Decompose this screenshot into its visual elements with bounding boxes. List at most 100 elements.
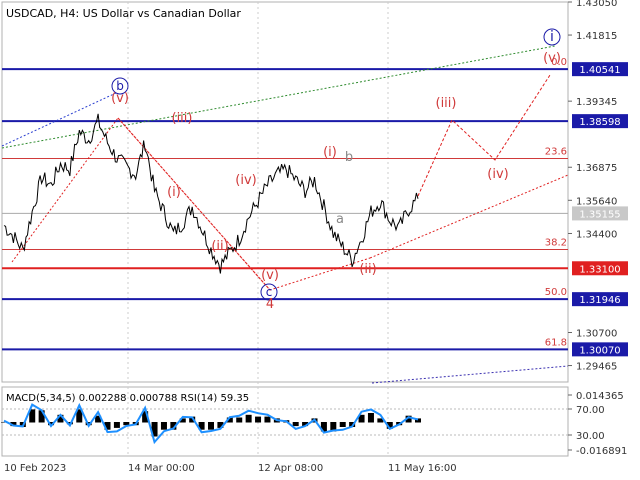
macd-histogram-bar bbox=[358, 414, 365, 423]
indicator-axis-label: 30.00 bbox=[576, 431, 605, 442]
macd-histogram-bar bbox=[330, 422, 337, 432]
price-label-text: 1.40541 bbox=[579, 65, 620, 76]
wave-label: (v) bbox=[543, 51, 561, 66]
price-label-text: 1.38598 bbox=[579, 117, 620, 128]
macd-histogram-bar bbox=[38, 410, 45, 423]
time-axis: 10 Feb 2023 14 Mar 00:00 12 Apr 08:00 11 Ma… bbox=[4, 463, 457, 474]
macd-histogram-bar bbox=[198, 422, 205, 430]
wave-label: (iii) bbox=[172, 111, 193, 126]
indicator-axis-label: 70.00 bbox=[576, 405, 605, 416]
macd-histogram-bar bbox=[415, 418, 421, 423]
wave-label: (i) bbox=[167, 185, 181, 200]
macd-histogram-bar bbox=[1, 422, 7, 423]
indicator-axis-label: 0.014365 bbox=[576, 391, 624, 402]
macd-histogram-bar bbox=[245, 414, 252, 423]
price-label-badge bbox=[572, 292, 628, 307]
price-axis-tick-label: 1.30700 bbox=[576, 328, 617, 339]
macd-histogram-bar bbox=[142, 411, 149, 423]
chart-title: USDCAD, H4: US Dollar vs Canadian Dollar bbox=[6, 7, 241, 20]
price-axis-tick-label: 1.35640 bbox=[576, 196, 617, 207]
fib-level-label: 38.2 bbox=[545, 238, 567, 249]
price-axis-tick-label: 1.36875 bbox=[576, 163, 617, 174]
price-axis: 1.43050 1.41815 1.39345 1.36875 1.35640 1.344… bbox=[568, 0, 617, 373]
wave-label: (iv) bbox=[235, 173, 256, 188]
projection-line bbox=[417, 74, 551, 197]
macd-histogram-bar bbox=[320, 422, 327, 432]
macd-histogram-bar bbox=[405, 415, 412, 423]
macd-histogram-bar bbox=[292, 422, 299, 427]
main-panel bbox=[1, 1, 569, 383]
wave-label: b bbox=[345, 150, 353, 165]
macd-histogram-bar bbox=[339, 422, 346, 427]
time-axis-label: 10 Feb 2023 bbox=[4, 463, 66, 474]
price-label-text: 1.30070 bbox=[579, 345, 620, 356]
wave-structure-line bbox=[11, 117, 371, 291]
green-channel-line bbox=[1, 45, 556, 149]
lower-channel-line bbox=[371, 365, 569, 384]
wave-label: (i) bbox=[323, 145, 337, 160]
price-series bbox=[3, 113, 419, 274]
wave-label: (v) bbox=[111, 91, 129, 106]
macd-histogram-bar bbox=[104, 422, 111, 430]
macd-histogram-bar bbox=[377, 418, 384, 423]
wave-label: c bbox=[266, 285, 273, 299]
macd-histogram-bar bbox=[170, 422, 177, 430]
macd-signal-line bbox=[3, 402, 419, 445]
time-axis-label: 14 Mar 00:00 bbox=[128, 463, 195, 474]
fib-level-label: 0.0 bbox=[551, 57, 567, 68]
wave-label-circle bbox=[543, 28, 561, 46]
macd-histogram-bar bbox=[302, 422, 309, 427]
price-label-text: 1.35155 bbox=[579, 209, 620, 220]
macd-histogram-bar bbox=[367, 413, 374, 423]
indicator-graph: 0.014365 70.00 30.00 -0.016891 bbox=[1, 391, 627, 457]
macd-histogram-bar bbox=[264, 416, 271, 423]
wave-label-circle bbox=[111, 77, 129, 95]
wave-label: (iii) bbox=[436, 96, 457, 111]
wave-label: b bbox=[116, 79, 124, 93]
fib-level-label: 23.6 bbox=[545, 147, 567, 158]
macd-histogram-bar bbox=[123, 422, 130, 426]
indicator-axis-label: -0.016891 bbox=[576, 446, 627, 457]
price-axis-tick-label: 1.29465 bbox=[576, 362, 617, 373]
fib-level-label: 61.8 bbox=[545, 337, 567, 348]
trend-lines bbox=[1, 45, 569, 384]
price-axis-tick-label: 1.41815 bbox=[576, 31, 617, 42]
wave-label: a bbox=[336, 212, 344, 227]
wave-label: (iv) bbox=[487, 167, 508, 182]
indicator-label: MACD(5,34,5) 0.002288 0.000788 RSI(14) 5… bbox=[6, 393, 249, 404]
horizontal-levels: 0.0 1.40541 1.38598 23.6 1.35155 38.2 1.33100 5… bbox=[2, 57, 628, 357]
macd-histogram-bar bbox=[76, 409, 83, 423]
macd-histogram-bar bbox=[217, 422, 224, 428]
macd-histogram-bar bbox=[386, 422, 393, 429]
wave-label: 4 bbox=[266, 297, 274, 312]
price-axis-tick-label: 1.43050 bbox=[576, 0, 617, 9]
wave-labels: i b c (v) (i) (ii) (iii) (iv) (i) (ii) (iii) (iv) (v… bbox=[111, 28, 561, 312]
price-label-badge bbox=[572, 62, 628, 77]
price-label-text: 1.31946 bbox=[579, 295, 620, 306]
macd-histogram-bar bbox=[10, 422, 17, 427]
projection-path bbox=[417, 74, 551, 197]
price-label-badge bbox=[572, 261, 628, 276]
macd-histogram-bar bbox=[255, 416, 262, 423]
macd-histogram-bar bbox=[236, 417, 243, 423]
macd-histogram-bar bbox=[208, 422, 214, 430]
grid-lines bbox=[127, 2, 389, 456]
time-axis-label: 12 Apr 08:00 bbox=[258, 463, 323, 474]
macd-histogram-bar bbox=[160, 422, 167, 430]
price-label-text: 1.33100 bbox=[579, 264, 620, 275]
wave-label: i bbox=[550, 29, 554, 45]
price-label-badge bbox=[572, 206, 628, 221]
macd-histogram-bar bbox=[179, 418, 186, 423]
price-line bbox=[3, 113, 419, 274]
wave-label: (ii) bbox=[211, 239, 228, 254]
wave-label-circle bbox=[260, 283, 278, 301]
price-axis-tick-label: 1.34400 bbox=[576, 229, 617, 240]
macd-histogram-bar bbox=[349, 422, 356, 427]
macd-histogram-bar bbox=[29, 409, 36, 423]
macd-histogram-bar bbox=[113, 422, 120, 428]
fib-level-label: 50.0 bbox=[545, 287, 567, 298]
price-axis-tick-label: 1.39345 bbox=[576, 97, 617, 108]
macd-histogram-bar bbox=[48, 422, 55, 426]
price-label-badge bbox=[572, 342, 628, 357]
